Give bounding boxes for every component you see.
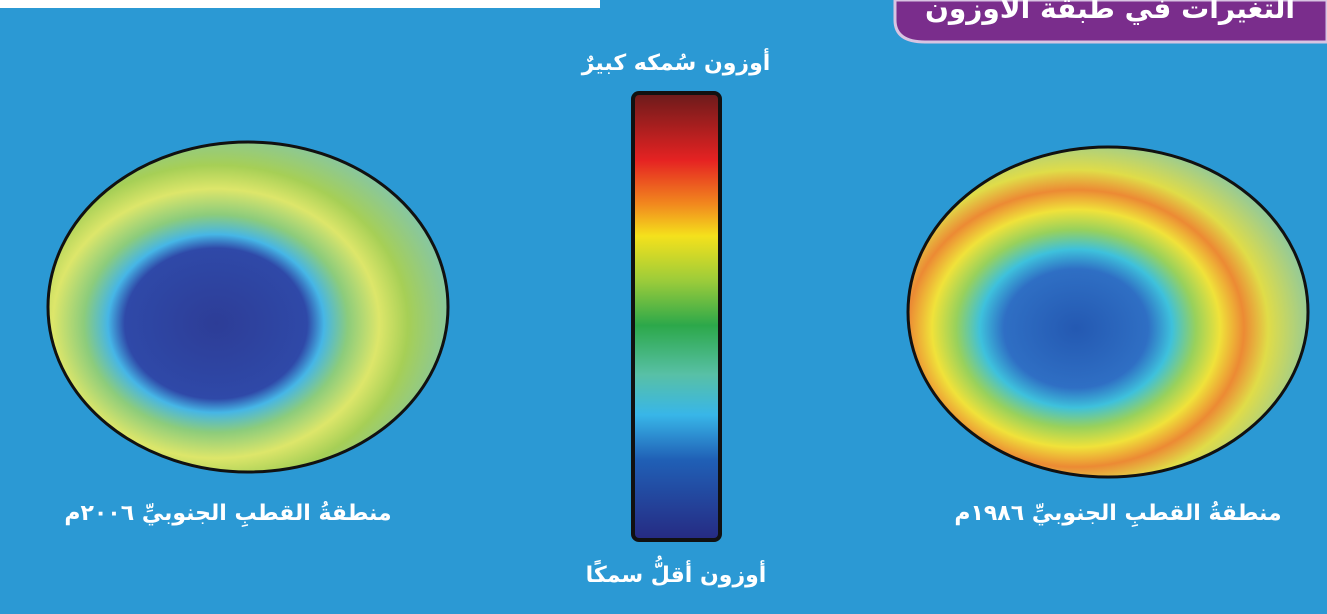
scale-high-label: أوزون سُمكه كبيرٌ (581, 47, 771, 76)
globe-2006 (46, 140, 450, 474)
top-strip (0, 0, 600, 8)
caption: منطقةُ القطبِ الجنوبيِّ ١٩٨٦م (954, 501, 1281, 528)
color-scale (631, 91, 722, 542)
scale-low-label: أوزون أقلُّ سمكًا (586, 555, 767, 588)
title: التغيرات في طبقة الأوزون (925, 0, 1295, 25)
title-banner (893, 0, 1327, 44)
caption: منطقةُ القطبِ الجنوبيِّ ٢٠٠٦م (64, 501, 391, 528)
globe-1986 (906, 145, 1310, 479)
